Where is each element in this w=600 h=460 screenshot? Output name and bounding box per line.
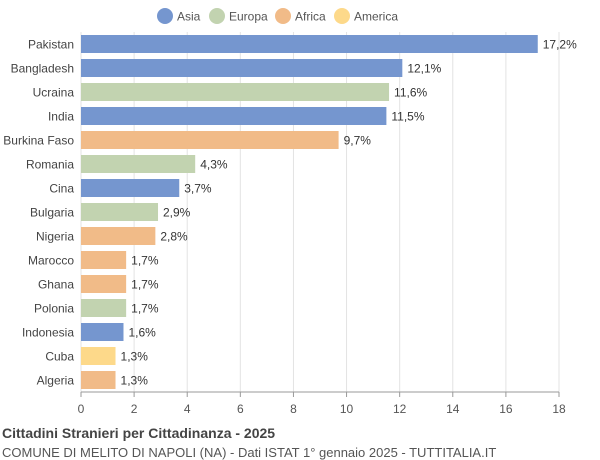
tick-label-x-2: 2 <box>131 402 138 416</box>
value-label-polonia: 1,7% <box>131 302 159 316</box>
bar-cina <box>81 179 180 197</box>
bar-chart: Asia Europa Africa America Pakistan 17,2% Ban… <box>3 8 577 416</box>
tick-label-x-18: 18 <box>552 402 566 416</box>
legend-swatch-europa <box>209 8 225 24</box>
category-label-polonia: Polonia <box>34 302 74 316</box>
chart-bars: Pakistan 17,2% Bangladesh 12,1% Ucraina 11,6%… <box>3 35 577 389</box>
bar-nigeria <box>81 227 156 245</box>
bar-algeria <box>81 371 116 389</box>
category-label-marocco: Marocco <box>28 254 74 268</box>
legend-swatch-america <box>334 8 350 24</box>
legend-label-asia: Asia <box>177 10 201 24</box>
legend-swatch-africa <box>275 8 291 24</box>
category-label-pakistan: Pakistan <box>28 38 74 52</box>
bar-cuba <box>81 347 116 365</box>
category-label-indonesia: Indonesia <box>22 326 74 340</box>
tick-label-x-10: 10 <box>340 402 354 416</box>
chart-title: Cittadini Stranieri per Cittadinanza - 2… <box>2 425 276 441</box>
bar-marocco <box>81 251 127 269</box>
value-label-ghana: 1,7% <box>131 278 159 292</box>
legend-swatch-asia <box>157 8 173 24</box>
tick-label-x-16: 16 <box>499 402 513 416</box>
category-label-bangladesh: Bangladesh <box>11 62 74 76</box>
legend-label-america: America <box>354 10 398 24</box>
bar-bangladesh <box>81 59 403 77</box>
category-label-cina: Cina <box>49 182 74 196</box>
category-label-ucraina: Ucraina <box>33 86 75 100</box>
chart-legend: Asia Europa Africa America <box>157 8 398 24</box>
tick-label-x-12: 12 <box>393 402 407 416</box>
legend-label-europa: Europa <box>229 10 268 24</box>
tick-label-x-8: 8 <box>290 402 297 416</box>
tick-label-x-4: 4 <box>184 402 191 416</box>
value-label-bulgaria: 2,9% <box>163 206 191 220</box>
tick-label-x-14: 14 <box>446 402 460 416</box>
value-label-marocco: 1,7% <box>131 254 159 268</box>
value-label-bangladesh: 12,1% <box>407 62 441 76</box>
category-label-bulgaria: Bulgaria <box>30 206 74 220</box>
value-label-ucraina: 11,6% <box>394 86 427 100</box>
bar-romania <box>81 155 196 173</box>
bar-polonia <box>81 299 127 317</box>
bar-burkina-faso <box>81 131 339 149</box>
value-label-algeria: 1,3% <box>121 374 149 388</box>
bar-pakistan <box>81 35 538 53</box>
tick-label-x-6: 6 <box>237 402 244 416</box>
bar-indonesia <box>81 323 124 341</box>
value-label-nigeria: 2,8% <box>160 230 188 244</box>
category-label-ghana: Ghana <box>38 278 74 292</box>
bar-india <box>81 107 387 125</box>
x-axis: 0 2 4 6 8 10 12 14 16 18 <box>78 391 566 416</box>
value-label-pakistan: 17,2% <box>543 38 577 52</box>
category-label-india: India <box>48 110 74 124</box>
value-label-cina: 3,7% <box>184 182 212 196</box>
category-label-algeria: Algeria <box>37 374 75 388</box>
tick-label-x-0: 0 <box>78 402 85 416</box>
category-label-burkina-faso: Burkina Faso <box>3 134 74 148</box>
category-label-cuba: Cuba <box>45 350 74 364</box>
category-label-nigeria: Nigeria <box>36 230 74 244</box>
category-label-romania: Romania <box>26 158 74 172</box>
value-label-indonesia: 1,6% <box>128 326 156 340</box>
bar-ghana <box>81 275 127 293</box>
bar-ucraina <box>81 83 390 101</box>
value-label-cuba: 1,3% <box>121 350 149 364</box>
value-label-burkina-faso: 9,7% <box>344 134 372 148</box>
value-label-india: 11,5% <box>391 110 424 124</box>
legend-label-africa: Africa <box>295 10 326 24</box>
bar-bulgaria <box>81 203 159 221</box>
value-label-romania: 4,3% <box>200 158 228 172</box>
chart-subtitle: COMUNE DI MELITO DI NAPOLI (NA) - Dati I… <box>2 445 497 460</box>
